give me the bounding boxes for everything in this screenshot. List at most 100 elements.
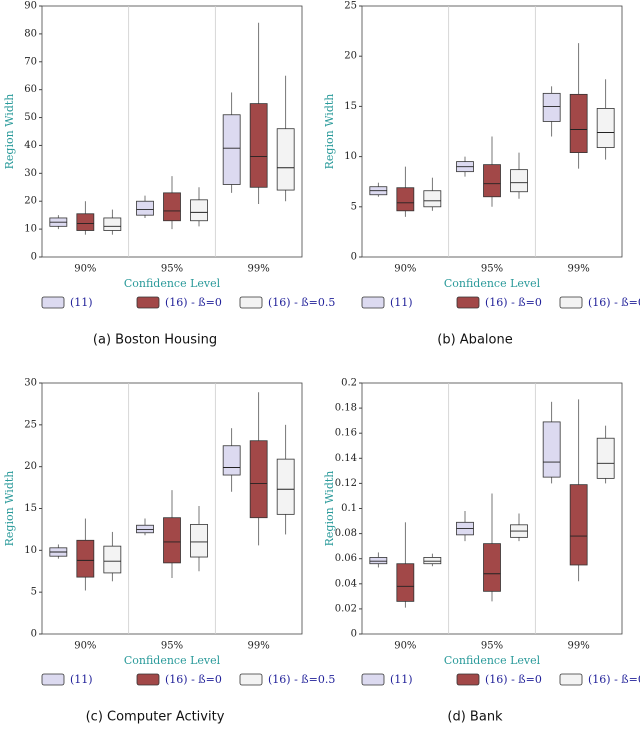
- y-tick-label: 10: [24, 545, 37, 556]
- legend-swatch: [456, 673, 480, 686]
- box: [76, 213, 95, 231]
- legend-label: (16) - ß=0: [165, 673, 222, 686]
- box: [569, 93, 588, 153]
- y-tick-label: 20: [24, 196, 37, 207]
- legend-swatch: [239, 296, 263, 309]
- box: [76, 539, 95, 578]
- y-tick-label: 20: [24, 461, 37, 472]
- y-tick-label: 0.02: [335, 603, 357, 614]
- x-tick-label: 99%: [568, 264, 590, 275]
- y-tick-label: 25: [344, 1, 357, 12]
- y-tick-label: 0: [351, 629, 357, 640]
- legend-swatch: [41, 673, 65, 686]
- y-tick-label: 10: [24, 224, 37, 235]
- x-tick-label: 90%: [74, 641, 96, 652]
- y-axis-label: Region Width: [3, 94, 16, 170]
- box: [190, 523, 208, 558]
- y-tick-label: 0: [31, 629, 37, 640]
- caption: (d) Bank: [447, 710, 503, 725]
- box: [276, 128, 295, 191]
- legend-label: (16) - ß=0.5: [588, 296, 640, 309]
- box: [396, 187, 415, 212]
- y-tick-label: 10: [344, 151, 357, 162]
- legend-swatch: [361, 673, 385, 686]
- panel: 0 0.02 0.04 0.06 0.08 0.1 0.12 0.14 0.16 0.18 0.2 9…: [323, 378, 640, 725]
- box: [596, 108, 615, 148]
- y-tick-label: 0.14: [335, 453, 357, 464]
- box: [596, 437, 615, 479]
- x-tick-label: 90%: [394, 641, 416, 652]
- caption: (b) Abalone: [437, 333, 512, 348]
- box: [163, 517, 181, 564]
- y-axis-label: Region Width: [323, 471, 336, 547]
- box: [249, 440, 268, 519]
- y-tick-label: 0.2: [341, 378, 357, 389]
- legend-swatch: [136, 673, 160, 686]
- x-tick-label: 90%: [394, 264, 416, 275]
- legend-label: (16) - ß=0.5: [268, 673, 335, 686]
- box: [423, 557, 442, 565]
- y-tick-label: 40: [24, 140, 37, 151]
- x-axis-label: Confidence Level: [124, 654, 221, 667]
- box: [136, 200, 154, 216]
- legend-label: (16) - ß=0: [485, 296, 542, 309]
- y-tick-label: 20: [344, 51, 357, 62]
- x-tick-label: 99%: [248, 641, 270, 652]
- box: [510, 169, 528, 193]
- y-tick-label: 15: [344, 101, 357, 112]
- legend-label: (16) - ß=0.5: [268, 296, 335, 309]
- box: [222, 114, 241, 185]
- y-tick-label: 80: [24, 28, 37, 39]
- x-tick-label: 95%: [161, 641, 183, 652]
- y-tick-label: 30: [24, 378, 37, 389]
- caption: (c) Computer Activity: [86, 710, 225, 725]
- legend-swatch: [136, 296, 160, 309]
- legend-label: (16) - ß=0: [165, 296, 222, 309]
- legend-label: (11): [70, 296, 93, 309]
- legend-label: (11): [390, 673, 413, 686]
- x-tick-label: 99%: [568, 641, 590, 652]
- legend-label: (11): [390, 296, 413, 309]
- y-tick-label: 0.08: [335, 528, 357, 539]
- legend-swatch: [456, 296, 480, 309]
- x-tick-label: 95%: [481, 264, 503, 275]
- box: [276, 458, 295, 515]
- x-tick-label: 90%: [74, 264, 96, 275]
- y-axis-label: Region Width: [323, 94, 336, 170]
- plot-frame: [41, 5, 303, 258]
- panel: 0 5 10 15 20 25 30 90% 95% 99% Confidence Level Reg…: [3, 378, 335, 725]
- caption: (a) Boston Housing: [93, 333, 217, 348]
- legend-swatch: [239, 673, 263, 686]
- y-tick-label: 0.12: [335, 478, 357, 489]
- box: [542, 421, 561, 478]
- box: [369, 557, 388, 565]
- box: [483, 543, 501, 592]
- y-tick-label: 0.04: [335, 578, 357, 589]
- box: [569, 484, 588, 566]
- x-axis-label: Confidence Level: [444, 277, 541, 290]
- panel: 0 5 10 15 20 25 90% 95% 99% Confidence Level Regio…: [323, 1, 640, 348]
- box: [396, 563, 415, 602]
- x-tick-label: 99%: [248, 264, 270, 275]
- x-tick-label: 95%: [161, 264, 183, 275]
- y-tick-label: 30: [24, 168, 37, 179]
- x-axis-label: Confidence Level: [444, 654, 541, 667]
- y-tick-label: 60: [24, 84, 37, 95]
- box: [190, 199, 208, 222]
- y-axis-label: Region Width: [3, 471, 16, 547]
- box: [103, 545, 122, 574]
- box: [483, 164, 501, 198]
- y-tick-label: 5: [31, 587, 37, 598]
- legend-label: (11): [70, 673, 93, 686]
- y-tick-label: 0: [31, 252, 37, 263]
- y-tick-label: 0: [351, 252, 357, 263]
- y-tick-label: 90: [24, 1, 37, 12]
- legend-swatch: [41, 296, 65, 309]
- legend-swatch: [559, 673, 583, 686]
- box: [423, 190, 442, 208]
- legend-swatch: [559, 296, 583, 309]
- box: [163, 192, 181, 222]
- legend-label: (16) - ß=0: [485, 673, 542, 686]
- legend-label: (16) - ß=0.5: [588, 673, 640, 686]
